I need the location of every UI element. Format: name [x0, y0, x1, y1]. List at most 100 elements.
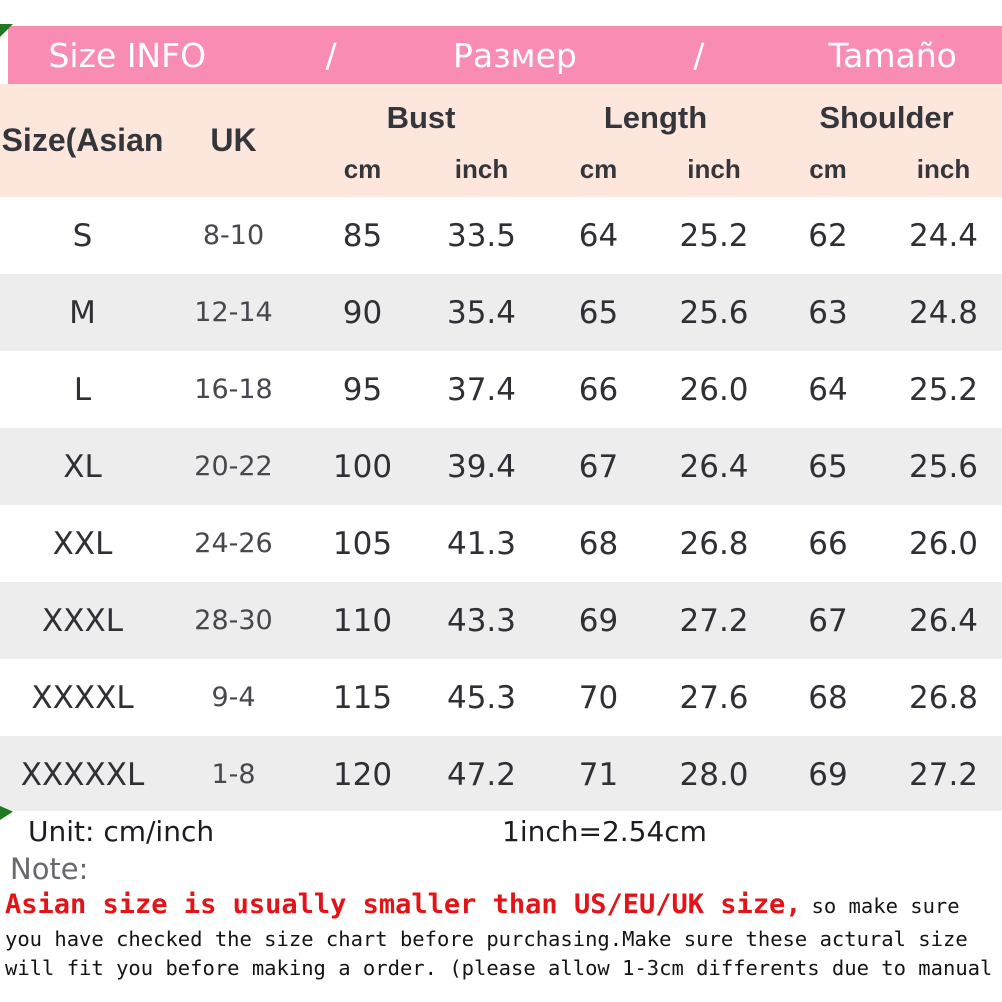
cell-bust-cm: 95: [302, 351, 423, 428]
cell-bust-cm: 100: [302, 428, 423, 505]
cell-length-inch: 28.0: [657, 736, 772, 813]
cell-size: L: [0, 351, 165, 428]
cell-length-cm: 70: [540, 659, 658, 736]
cell-shoulder-inch: 25.6: [885, 428, 1002, 505]
cell-uk: 9-4: [165, 659, 302, 736]
table-row-s: S 8-10 85 33.5 64 25.2 62 24.4: [0, 197, 1002, 274]
cell-uk: 8-10: [165, 197, 302, 274]
header-size-asian: Size(Asian: [1, 122, 164, 158]
cell-shoulder-inch: 24.8: [885, 274, 1002, 351]
cell-size: XL: [0, 428, 165, 505]
note-paragraph: Asian size is usually smaller than US/EU…: [5, 888, 1002, 983]
cell-size: S: [0, 197, 165, 274]
cell-bust-inch: 39.4: [423, 428, 541, 505]
cell-shoulder-inch: 26.8: [885, 659, 1002, 736]
cell-uk: 16-18: [165, 351, 302, 428]
cell-shoulder-cm: 65: [771, 428, 886, 505]
cell-length-cm: 64: [540, 197, 658, 274]
unit-footer: Unit: cm/inch 1inch=2.54cm: [0, 811, 1002, 852]
conversion-label: 1inch=2.54cm: [502, 815, 707, 848]
header-bust: Bust: [386, 100, 456, 135]
cell-uk: 24-26: [165, 505, 302, 582]
cell-size: XXXXXL: [0, 736, 165, 813]
banner-separator-2: /: [693, 35, 705, 75]
cell-size: XXL: [0, 505, 165, 582]
table-row-xxxl: XXXL 28-30 110 43.3 69 27.2 67 26.4: [0, 582, 1002, 659]
cell-shoulder-cm: 69: [771, 736, 886, 813]
table-row-xxxxxl: XXXXXL 1-8 120 47.2 71 28.0 69 27.2: [0, 736, 1002, 813]
cell-bust-inch: 33.5: [423, 197, 541, 274]
banner-title-es: Tamaño: [828, 35, 957, 75]
cell-shoulder-inch: 25.2: [885, 351, 1002, 428]
cell-shoulder-cm: 63: [771, 274, 886, 351]
cell-length-cm: 65: [540, 274, 658, 351]
table-row-m: M 12-14 90 35.4 65 25.6 63 24.8: [0, 274, 1002, 351]
size-table: Size(Asian UK Bust Length Shoulder cm in…: [0, 84, 1002, 813]
cell-uk: 28-30: [165, 582, 302, 659]
cell-length-inch: 27.6: [657, 659, 772, 736]
cell-length-cm: 71: [540, 736, 658, 813]
cell-bust-cm: 115: [302, 659, 423, 736]
cell-bust-cm: 120: [302, 736, 423, 813]
cell-length-inch: 26.4: [657, 428, 772, 505]
cell-bust-cm: 90: [302, 274, 423, 351]
cell-uk: 12-14: [165, 274, 302, 351]
cell-length-cm: 68: [540, 505, 658, 582]
cell-shoulder-inch: 27.2: [885, 736, 1002, 813]
cell-shoulder-cm: 66: [771, 505, 886, 582]
table-header: Size(Asian UK Bust Length Shoulder cm in…: [0, 84, 1002, 197]
cell-shoulder-cm: 64: [771, 351, 886, 428]
header-bust-cm: cm: [343, 154, 382, 184]
cell-bust-inch: 43.3: [423, 582, 541, 659]
cell-length-cm: 69: [540, 582, 658, 659]
banner-separator-1: /: [325, 35, 337, 75]
cell-length-inch: 27.2: [657, 582, 772, 659]
header-shoulder-cm: cm: [809, 154, 847, 184]
cell-uk: 20-22: [165, 428, 302, 505]
banner-title-en: Size INFO: [48, 35, 207, 75]
cell-shoulder-inch: 24.4: [885, 197, 1002, 274]
cell-bust-cm: 105: [302, 505, 423, 582]
cell-bust-inch: 37.4: [423, 351, 541, 428]
cell-length-inch: 26.8: [657, 505, 772, 582]
unit-label: Unit: cm/inch: [28, 815, 215, 848]
note-inline-black-text: so make sure: [811, 894, 960, 918]
banner-title-ru: Размер: [453, 35, 577, 75]
note-line-3: will fit you before making a order. (ple…: [5, 956, 993, 980]
header-shoulder-inch: inch: [916, 154, 971, 184]
cell-shoulder-inch: 26.4: [885, 582, 1002, 659]
cell-uk: 1-8: [165, 736, 302, 813]
header-uk: UK: [210, 122, 257, 158]
cell-size: XXXL: [0, 582, 165, 659]
header-length-cm: cm: [579, 154, 618, 184]
header-shoulder: Shoulder: [819, 100, 954, 135]
table-body: S 8-10 85 33.5 64 25.2 62 24.4 M 12-14 9…: [0, 197, 1002, 813]
cell-size: XXXXL: [0, 659, 165, 736]
header-length-inch: inch: [687, 154, 741, 184]
header-length: Length: [603, 100, 708, 135]
cell-length-inch: 26.0: [657, 351, 772, 428]
cell-shoulder-cm: 62: [771, 197, 886, 274]
cell-bust-cm: 85: [302, 197, 423, 274]
cell-bust-cm: 110: [302, 582, 423, 659]
header-bust-inch: inch: [454, 154, 509, 184]
cell-size: M: [0, 274, 165, 351]
note-red-text: Asian size is usually smaller than US/EU…: [5, 889, 802, 920]
cell-bust-inch: 45.3: [423, 659, 541, 736]
banner: Size INFO / Размер / Tamaño: [8, 26, 1002, 84]
cell-length-inch: 25.6: [657, 274, 772, 351]
cell-bust-inch: 47.2: [423, 736, 541, 813]
cell-length-inch: 25.2: [657, 197, 772, 274]
cell-shoulder-cm: 67: [771, 582, 886, 659]
cell-bust-inch: 35.4: [423, 274, 541, 351]
cell-length-cm: 66: [540, 351, 658, 428]
note-label: Note:: [10, 852, 89, 886]
cell-shoulder-inch: 26.0: [885, 505, 1002, 582]
cell-shoulder-cm: 68: [771, 659, 886, 736]
table-row-xxl: XXL 24-26 105 41.3 68 26.8 66 26.0: [0, 505, 1002, 582]
cell-bust-inch: 41.3: [423, 505, 541, 582]
cell-length-cm: 67: [540, 428, 658, 505]
table-row-xxxxl: XXXXL 9-4 115 45.3 70 27.6 68 26.8: [0, 659, 1002, 736]
note-line-1: Asian size is usually smaller than US/EU…: [5, 888, 1002, 925]
